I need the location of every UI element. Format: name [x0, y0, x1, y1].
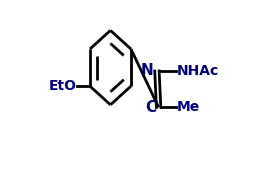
Text: C: C: [145, 100, 156, 115]
Text: Me: Me: [177, 100, 200, 114]
Text: NHAc: NHAc: [177, 64, 219, 78]
Text: EtO: EtO: [48, 79, 76, 93]
Text: N: N: [141, 64, 153, 78]
